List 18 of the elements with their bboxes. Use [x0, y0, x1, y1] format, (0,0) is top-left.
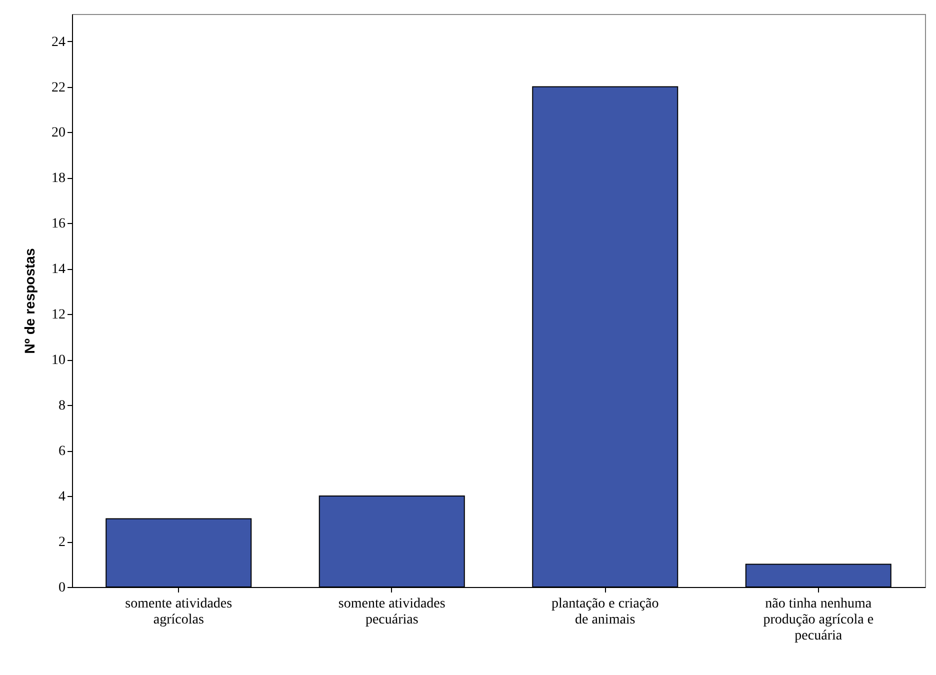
- y-tick-label: 22: [52, 80, 66, 96]
- y-tick-label: 18: [52, 171, 66, 186]
- y-tick-label: 24: [52, 34, 66, 50]
- y-tick-label: 4: [58, 490, 66, 505]
- y-tick-label: 12: [52, 308, 66, 323]
- x-tick-label: somente atividades pecuárias: [338, 596, 446, 628]
- y-tick-label: 14: [52, 262, 66, 278]
- y-tick-label: 6: [58, 444, 66, 460]
- y-tick-label: 16: [52, 216, 66, 232]
- y-tick-label: 2: [58, 535, 66, 550]
- y-tick-label: 10: [52, 353, 66, 368]
- x-tick-label: plantação e criação de animais: [551, 596, 659, 628]
- y-tick-label: 8: [58, 398, 66, 414]
- y-tick-label: 20: [52, 126, 66, 141]
- y-tick-label: 0: [58, 580, 66, 596]
- x-tick-label: não tinha nenhuma produção agrícola e pecuária: [763, 596, 874, 644]
- x-tick-label: somente atividades agrícolas: [125, 596, 232, 628]
- y-axis-title: Nº de respostas: [22, 248, 38, 354]
